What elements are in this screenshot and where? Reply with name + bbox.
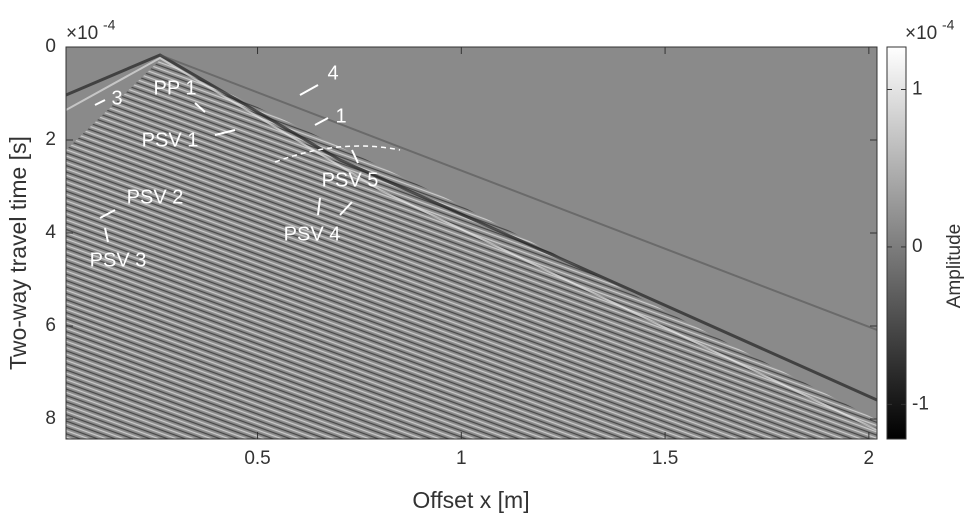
y-exponent-base: ×10 bbox=[66, 23, 98, 44]
x-tick-label: 2 bbox=[864, 448, 875, 469]
colorbar bbox=[886, 46, 907, 440]
y-tick-label: 0 bbox=[45, 36, 56, 57]
colorbar-exponent: -4 bbox=[942, 17, 955, 33]
annotation: PSV 1 bbox=[142, 129, 199, 151]
annotation: PSV 5 bbox=[322, 169, 379, 191]
x-tick-label: 0.5 bbox=[244, 448, 270, 469]
annotation: PSV 2 bbox=[127, 186, 184, 208]
colorbar-tick-label: -1 bbox=[912, 393, 929, 414]
annotation: PSV 4 bbox=[284, 223, 341, 245]
annotation: 3 bbox=[111, 87, 122, 109]
colorbar-tick-label: 1 bbox=[912, 79, 923, 100]
y-exponent: -4 bbox=[103, 17, 116, 33]
annotation: 4 bbox=[327, 62, 338, 84]
plot-frame bbox=[65, 46, 878, 440]
seismic-image bbox=[66, 47, 877, 439]
colorbar-tick-label: 0 bbox=[912, 236, 923, 257]
annotation: PSV 3 bbox=[90, 249, 147, 271]
annotation: 1 bbox=[335, 105, 346, 127]
y-tick-label: 2 bbox=[45, 129, 56, 150]
x-tick-label: 1.5 bbox=[652, 448, 678, 469]
leader-lines bbox=[94, 84, 359, 243]
y-axis-label: Two-way travel time [s] bbox=[5, 136, 31, 370]
annotation: PP 1 bbox=[154, 77, 197, 99]
y-tick-label: 4 bbox=[45, 222, 56, 243]
y-tick-label: 6 bbox=[45, 315, 56, 336]
colorbar-exponent-base: ×10 bbox=[905, 23, 937, 44]
x-axis-label: Offset x [m] bbox=[412, 487, 529, 513]
colorbar-label: Amplitude bbox=[944, 224, 965, 309]
x-tick-label: 1 bbox=[456, 448, 467, 469]
y-tick-label: 8 bbox=[45, 408, 56, 429]
